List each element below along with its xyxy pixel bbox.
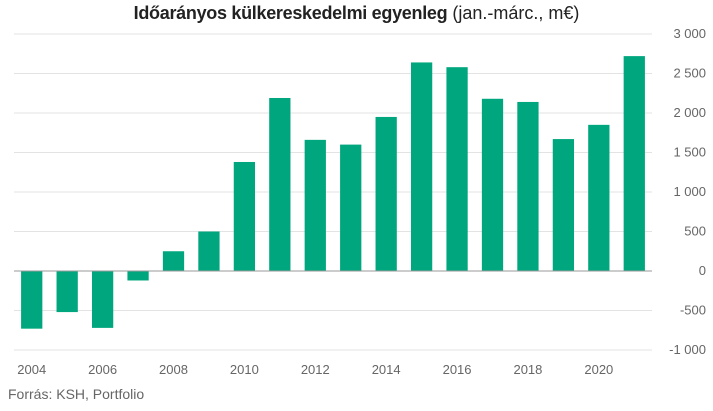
bar-2004 (21, 271, 43, 329)
x-tick-label: 2018 (513, 362, 542, 377)
y-tick-label: 0 (699, 263, 706, 278)
x-tick-label: 2012 (301, 362, 330, 377)
bar-2021 (623, 56, 645, 272)
y-tick-label: 3 000 (673, 26, 706, 41)
bar-2018 (517, 101, 539, 271)
bar-2010 (233, 161, 256, 271)
y-tick-label: 500 (684, 224, 706, 239)
x-tick-label: 2004 (17, 362, 46, 377)
bar-2007 (127, 271, 149, 281)
x-tick-label: 2020 (584, 362, 613, 377)
bar-2020 (588, 124, 610, 271)
y-tick-label: 1 500 (673, 145, 706, 160)
grid-lines (14, 33, 652, 351)
bar-2011 (269, 97, 291, 272)
bar-2013 (340, 144, 362, 271)
bar-2005 (56, 271, 78, 313)
y-tick-label: -1 000 (669, 342, 706, 357)
bar-2017 (481, 98, 504, 271)
bar-2016 (446, 67, 468, 272)
chart-title-main: Időarányos külkereskedelmi egyenleg (133, 3, 448, 23)
y-tick-label: 2 000 (673, 105, 706, 120)
x-tick-label: 2006 (88, 362, 117, 377)
x-tick-label: 2010 (230, 362, 259, 377)
bar-2014 (375, 116, 397, 271)
bar-2012 (304, 139, 326, 271)
bar-series (21, 56, 645, 329)
bar-2008 (162, 251, 185, 271)
y-tick-label: -500 (680, 303, 706, 318)
x-tick-label: 2014 (372, 362, 401, 377)
x-axis: 2004 2006 2008 2010 2012 2014 2016 2018 2020 (17, 362, 613, 377)
y-tick-label: 2 500 (673, 66, 706, 81)
y-tick-label: 1 000 (673, 184, 706, 199)
chart-title: Időarányos külkereskedelmi egyenleg (jan… (0, 3, 713, 24)
y-axis: 3 000 2 500 2 000 1 500 1 000 500 0 -500 -1 000 (669, 26, 706, 357)
bar-2015 (410, 62, 433, 271)
bar-2019 (552, 139, 575, 271)
chart-title-unit: (jan.-márc., m€) (452, 3, 580, 23)
bar-2009 (198, 231, 220, 271)
bar-2006 (91, 271, 114, 328)
x-tick-label: 2008 (159, 362, 188, 377)
source-note: Forrás: KSH, Portfolio (8, 386, 145, 402)
x-tick-label: 2016 (443, 362, 472, 377)
